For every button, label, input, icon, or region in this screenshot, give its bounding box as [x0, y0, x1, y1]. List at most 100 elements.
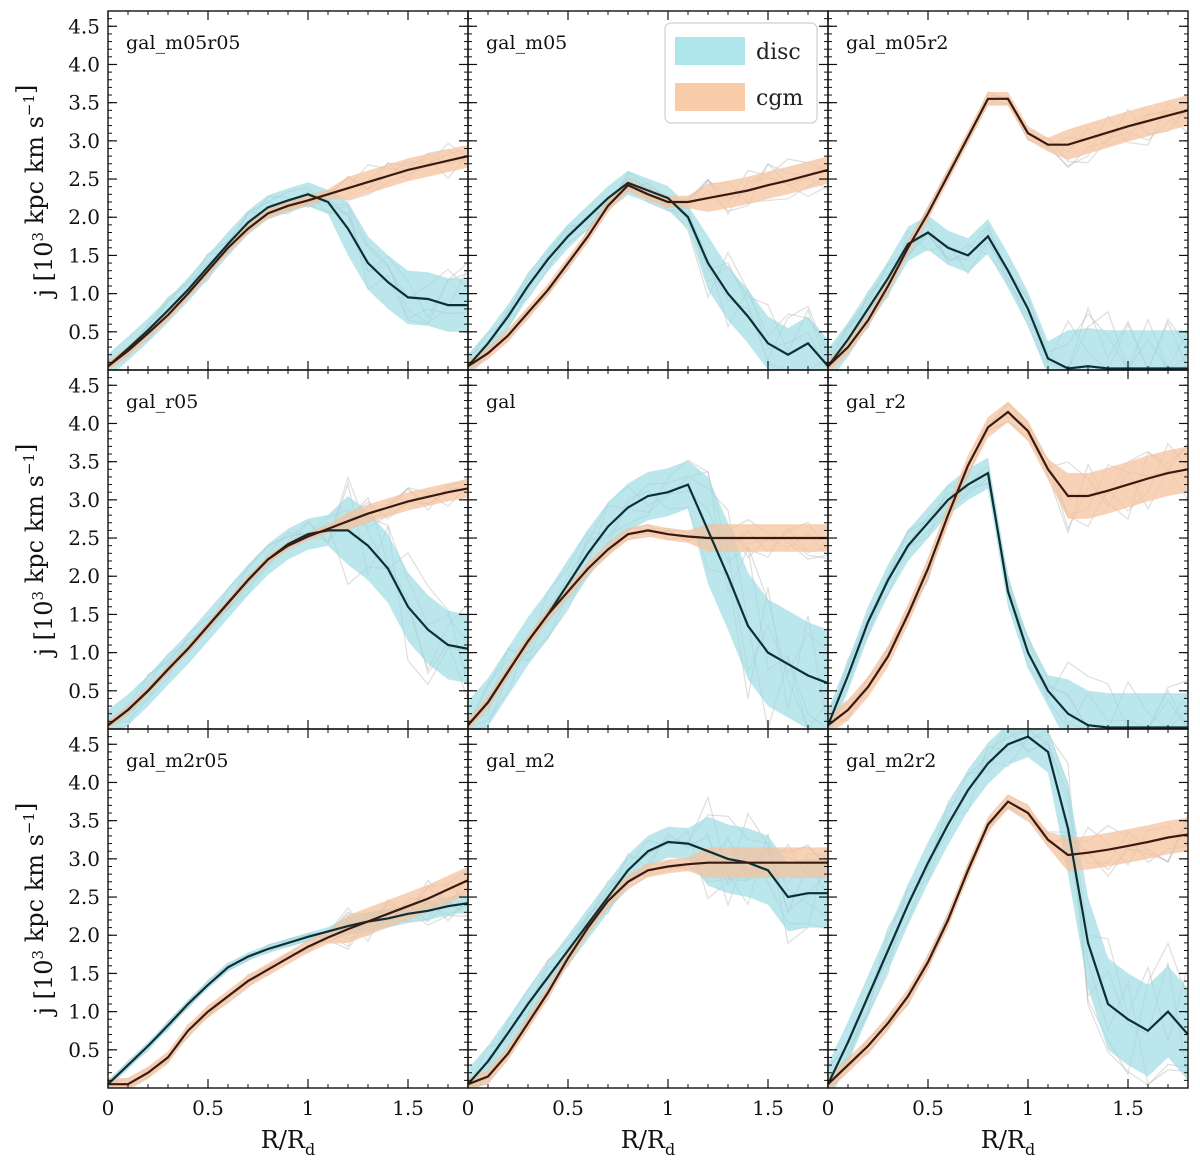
cgm-band — [828, 401, 1188, 729]
disc-median-line — [468, 840, 828, 1085]
panel-label: gal_m2r2 — [846, 750, 936, 772]
panel-label: gal_m2 — [486, 750, 555, 772]
y-tick-label: 2.0 — [68, 923, 100, 947]
snapshot-line — [108, 900, 468, 1082]
y-tick-label: 3.5 — [68, 809, 100, 833]
y-tick-label: 2.5 — [68, 885, 100, 909]
cgm-median-line — [108, 155, 468, 368]
panel-gal_m2r05: gal_m2r05 0.5 1.0 1.5 2.0 2.5 3.0 3.5 4.0 4.5 j [1… — [12, 728, 469, 1159]
x-tick-label: 1 — [302, 1096, 315, 1120]
y-tick-label: 2.5 — [68, 167, 100, 191]
y-tick-label: 1.0 — [68, 1000, 100, 1024]
y-tick-label: 2.0 — [68, 205, 100, 229]
cgm-band — [468, 847, 828, 1088]
snapshot-line — [108, 148, 468, 369]
y-tick-label: 4.0 — [68, 52, 100, 76]
legend-label-cgm: cgm — [756, 86, 803, 111]
cgm-band — [828, 794, 1188, 1088]
cgm-band — [108, 866, 468, 1088]
panel-gal_m05r2: gal_m05r2 — [827, 10, 1189, 371]
cgm-band — [108, 144, 468, 370]
y-tick-label: 0.5 — [68, 1038, 100, 1062]
x-tick-label: 0 — [102, 1096, 115, 1120]
disc-band — [828, 215, 1188, 370]
cgm-median-line — [468, 529, 828, 726]
y-tick-label: 1.5 — [68, 243, 100, 267]
x-tick-label: 1 — [662, 1096, 675, 1120]
panel-label: gal_r05 — [126, 391, 198, 413]
y-tick-label: 2.5 — [68, 526, 100, 550]
x-tick-label: 0 — [462, 1096, 475, 1120]
snapshot-line — [828, 102, 1188, 362]
x-axis-label: R/Rd — [621, 1126, 675, 1159]
x-axis-label: R/Rd — [261, 1126, 315, 1159]
panel-label: gal_m05 — [486, 32, 567, 54]
panel-gal_m05: gal_m05 disc cgm — [467, 10, 829, 371]
y-axis-label: j [103 kpc km s−1] — [12, 85, 58, 300]
cgm-band — [468, 156, 828, 370]
y-tick-label: 4.0 — [68, 770, 100, 794]
snapshot-line — [108, 149, 468, 370]
snapshot-line — [828, 401, 1188, 729]
disc-median-line — [108, 193, 468, 368]
snapshot-line — [108, 153, 468, 362]
y-tick-label: 1.0 — [68, 641, 100, 665]
y-tick-label: 0.5 — [68, 320, 100, 344]
disc-median-line — [108, 902, 468, 1085]
y-tick-label: 3.5 — [68, 91, 100, 115]
panel-gal_r05: gal_r05 0.5 1.0 1.5 2.0 2.5 3.0 3.5 4.0 4.5 j [103… — [12, 369, 469, 730]
disc-band — [108, 182, 468, 370]
x-tick-label: 1.5 — [1112, 1096, 1144, 1120]
disc-median-line — [828, 735, 1188, 1085]
y-tick-label: 4.0 — [68, 411, 100, 435]
panel-gal_m2r2: gal_m2r2 0 0.5 1 1.5 R/Rd — [822, 728, 1189, 1159]
disc-band — [108, 894, 468, 1088]
disc-band — [468, 816, 828, 1088]
snapshot-line — [108, 153, 468, 367]
cgm-median-line — [108, 879, 468, 1086]
disc-band — [828, 729, 1188, 1088]
legend-swatch-disc — [675, 37, 745, 65]
y-axis-label: j [103 kpc km s−1] — [12, 444, 58, 659]
disc-median-line — [468, 181, 828, 367]
panel-label: gal_r2 — [846, 391, 906, 413]
x-tick-label: 0.5 — [192, 1096, 224, 1120]
disc-band — [108, 496, 468, 729]
y-tick-label: 3.0 — [68, 847, 100, 871]
panel-label: gal_m05r2 — [846, 32, 948, 54]
panel-gal_m05r05: gal_m05r05 0.5 1.0 1.5 2.0 2.5 3.0 3.5 4.0 4.5 j [… — [12, 10, 469, 371]
panel-label: gal_m05r05 — [126, 32, 241, 54]
cgm-median-line — [828, 800, 1188, 1085]
y-tick-label: 1.5 — [68, 961, 100, 985]
x-tick-label: 1.5 — [752, 1096, 784, 1120]
disc-band — [468, 170, 828, 370]
panel-gal_m2: gal_m2 0 0.5 1 1.5 R/Rd — [462, 728, 829, 1159]
cgm-median-line — [828, 410, 1188, 727]
x-axis-label: R/Rd — [981, 1126, 1035, 1159]
y-tick-label: 4.5 — [68, 14, 100, 38]
legend: disc cgm — [664, 22, 818, 124]
y-tick-label: 3.0 — [68, 488, 100, 512]
legend-swatch-cgm — [675, 83, 745, 111]
panel-gal_r2: gal_r2 — [827, 369, 1189, 730]
y-tick-label: 3.5 — [68, 450, 100, 474]
panel-gal: gal — [467, 369, 829, 730]
panel-label: gal — [486, 391, 516, 413]
panel-label: gal_m2r05 — [126, 750, 228, 772]
y-tick-label: 1.5 — [68, 602, 100, 626]
disc-band — [468, 460, 828, 729]
y-tick-label: 4.5 — [68, 732, 100, 756]
y-tick-label: 4.5 — [68, 373, 100, 397]
y-axis-label: j [103 kpc km s−1] — [12, 803, 58, 1018]
cgm-median-line — [828, 97, 1188, 367]
legend-label-disc: disc — [756, 40, 801, 65]
panel-frame — [827, 10, 1189, 371]
cgm-median-line — [108, 487, 468, 727]
y-tick-label: 3.0 — [68, 129, 100, 153]
x-tick-label: 0.5 — [552, 1096, 584, 1120]
x-tick-label: 1 — [1022, 1096, 1035, 1120]
y-tick-label: 1.0 — [68, 282, 100, 306]
x-tick-label: 0 — [822, 1096, 835, 1120]
x-tick-label: 1.5 — [392, 1096, 424, 1120]
